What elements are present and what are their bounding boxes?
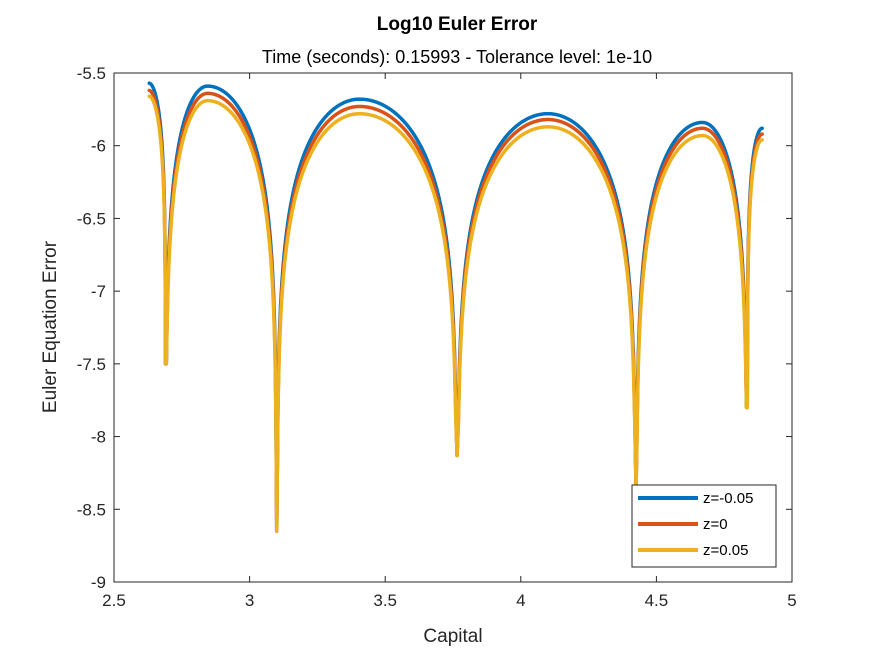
x-tick-label: 4.5: [645, 591, 669, 610]
x-tick-label: 3: [245, 591, 254, 610]
legend: z=-0.05 z=0 z=0.05: [631, 484, 777, 568]
x-axis-ticks: 2.5 3 3.5 4 4.5 5: [102, 73, 797, 610]
y-axis-ticks: -5.5 -6 -6.5 -7 -7.5 -8 -8.5 -9: [77, 64, 792, 592]
legend-items: z=-0.05 z=0 z=0.05: [638, 490, 753, 559]
chart-subtitle: Time (seconds): 0.15993 - Tolerance leve…: [262, 47, 652, 67]
legend-label-1: z=0: [703, 516, 728, 533]
y-tick-label: -5.5: [77, 64, 106, 83]
x-tick-label: 2.5: [102, 591, 126, 610]
y-tick-label: -7: [91, 282, 106, 301]
y-tick-label: -9: [91, 573, 106, 592]
y-tick-label: -7.5: [77, 355, 106, 374]
y-tick-label: -6: [91, 137, 106, 156]
series-layer: [147, 81, 764, 533]
legend-label-2: z=0.05: [703, 542, 748, 559]
x-tick-label: 4: [516, 591, 525, 610]
x-tick-label: 3.5: [373, 591, 397, 610]
axes-box: [113, 72, 793, 583]
series-line-2: [147, 94, 764, 533]
legend-label-0: z=-0.05: [703, 490, 753, 507]
y-tick-label: -8.5: [77, 500, 106, 519]
y-tick-label: -6.5: [77, 209, 106, 228]
chart-title: Log10 Euler Error: [377, 14, 538, 35]
x-axis-label: Capital: [423, 626, 482, 647]
y-axis-label: Euler Equation Error: [40, 240, 61, 413]
y-tick-label: -8: [91, 428, 106, 447]
x-tick-label: 5: [787, 591, 796, 610]
